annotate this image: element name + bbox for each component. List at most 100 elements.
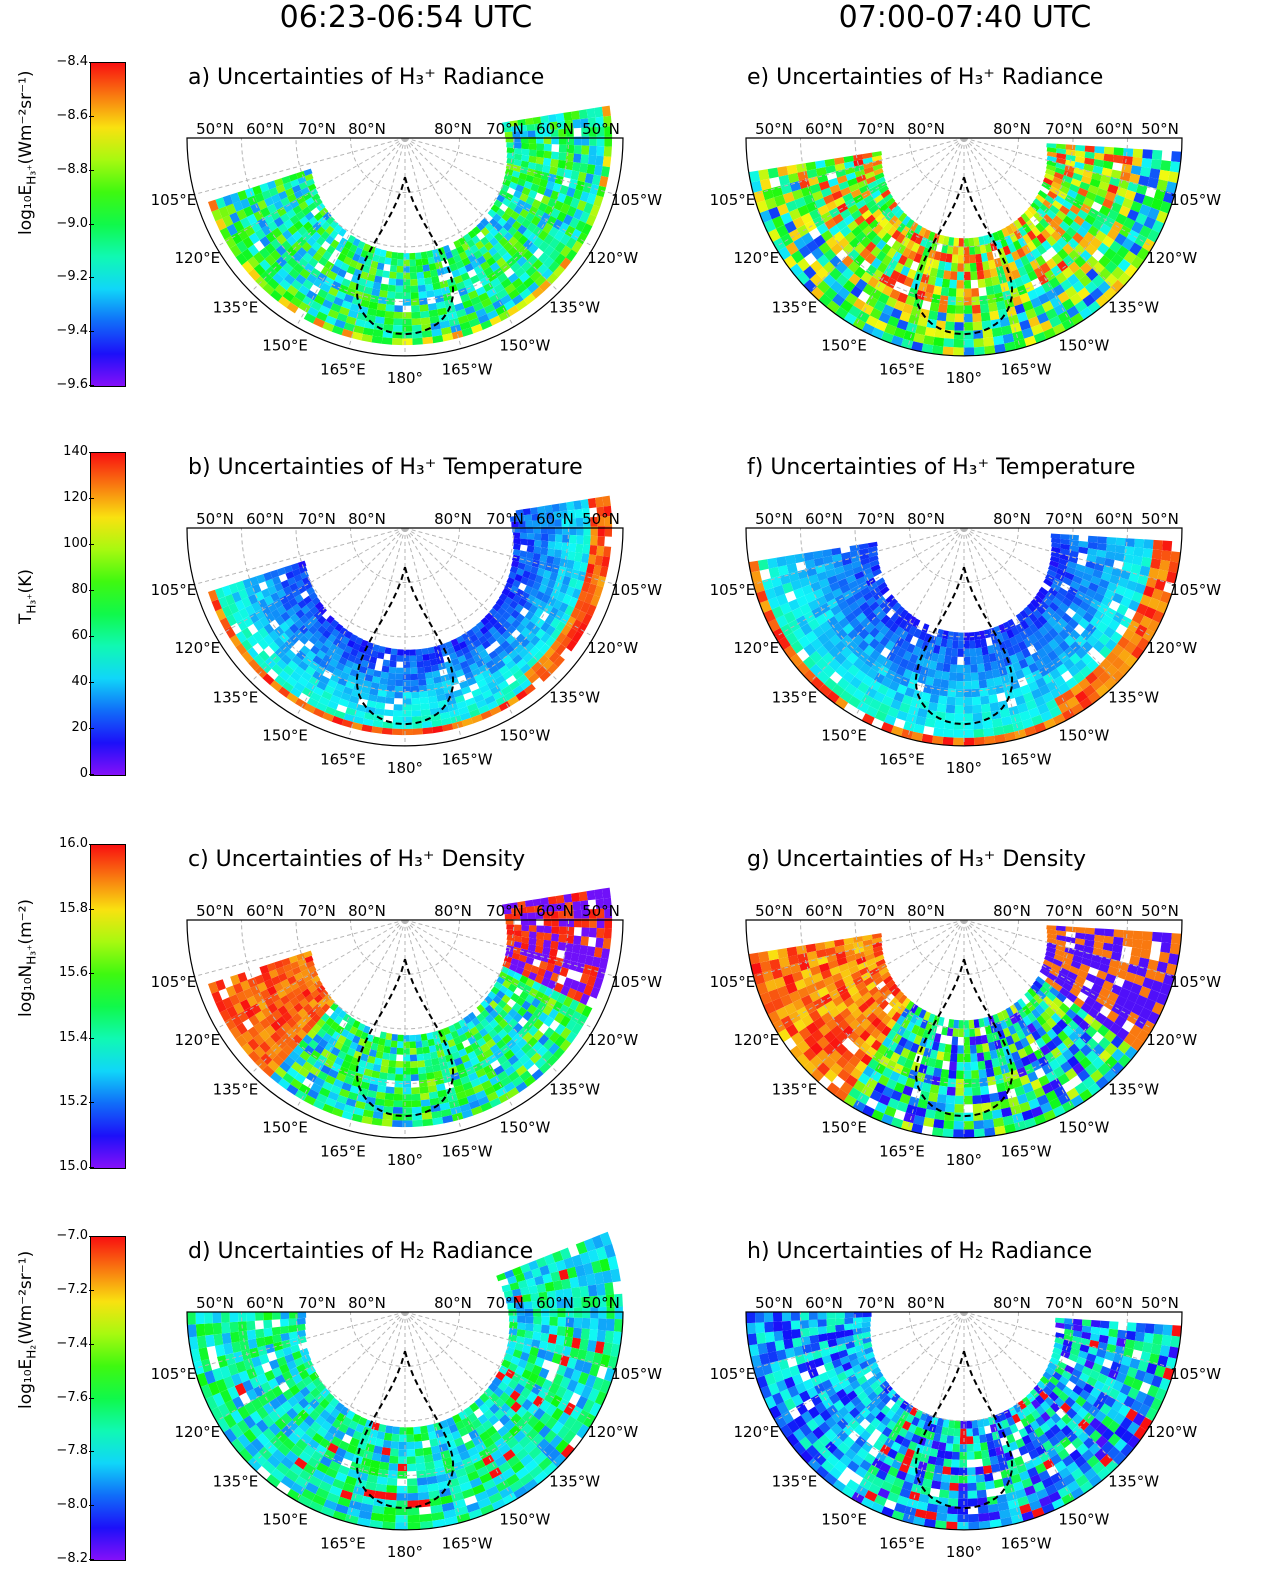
heatmap-cell (889, 633, 900, 644)
heatmap-cell (403, 1041, 410, 1049)
heatmap-cell (1041, 300, 1054, 313)
heatmap-cell (1101, 949, 1113, 959)
heatmap-cell (830, 604, 842, 616)
heatmap-cell (403, 279, 411, 286)
heatmap-cell (519, 990, 529, 1001)
heatmap-cell (963, 305, 973, 314)
heatmap-cell (305, 197, 315, 206)
heatmap-cell (847, 986, 859, 997)
heatmap-cell (586, 108, 596, 119)
heatmap-cell (1020, 1037, 1030, 1048)
heatmap-cell (572, 162, 581, 172)
heatmap-cell (1092, 569, 1103, 579)
heatmap-cell (1069, 221, 1081, 232)
heatmap-cell (524, 514, 533, 522)
heatmap-cell (510, 210, 520, 221)
heatmap-cell (334, 710, 346, 720)
heatmap-cell (395, 667, 404, 674)
heatmap-cell (977, 671, 987, 681)
heatmap-cell (865, 1023, 877, 1035)
heatmap-cell (293, 1045, 304, 1056)
heatmap-cell (1070, 703, 1084, 716)
heatmap-cell (493, 1004, 503, 1014)
heatmap-cell (322, 629, 332, 639)
heatmap-cell (1052, 623, 1064, 634)
heatmap-cell (258, 247, 271, 260)
heatmap-cell (493, 1065, 505, 1076)
heatmap-cell (991, 327, 1003, 338)
heatmap-cell (533, 533, 542, 541)
heatmap-cell (1057, 248, 1069, 260)
heatmap-cell (469, 708, 481, 718)
heatmap-cell (915, 324, 927, 336)
heatmap-cell (1034, 285, 1046, 297)
heatmap-cell (502, 960, 512, 969)
heatmap-cell (270, 608, 281, 620)
heatmap-cell (534, 1057, 547, 1069)
heatmap-cell (1054, 694, 1067, 707)
heatmap-cell (241, 596, 252, 608)
heatmap-cell (510, 609, 520, 619)
heatmap-cell (236, 1022, 248, 1035)
heatmap-cell (1077, 678, 1091, 691)
heatmap-cell (341, 328, 354, 338)
heatmap-cell (352, 1035, 361, 1044)
heatmap-cell (534, 275, 547, 287)
heatmap-cell (799, 603, 812, 616)
heatmap-cell (380, 671, 389, 679)
heatmap-cell (514, 930, 522, 937)
heatmap-cell (956, 280, 964, 289)
heatmap-cell (1166, 571, 1178, 584)
heatmap-cell (472, 302, 484, 312)
heatmap-cell (542, 1004, 553, 1016)
heatmap-cell (496, 208, 506, 218)
heatmap-cell (402, 1094, 412, 1101)
heatmap-cell (1037, 190, 1048, 200)
heatmap-cell (889, 288, 901, 300)
heatmap-cell (1159, 559, 1171, 572)
heatmap-cell (378, 256, 386, 264)
heatmap-cell (1033, 619, 1044, 630)
heatmap-cell (1112, 944, 1123, 954)
heatmap-cell (884, 618, 895, 629)
heatmap-cell (522, 508, 531, 516)
heatmap-cell (551, 503, 560, 513)
heatmap-cell (273, 216, 284, 228)
heatmap-cell (376, 303, 387, 311)
heatmap-cell (362, 1046, 371, 1056)
heatmap-cell (461, 646, 471, 655)
heatmap-cell (310, 1049, 321, 1061)
heatmap-cell (940, 638, 948, 648)
heatmap-cell (1041, 1033, 1052, 1045)
heatmap-cell (308, 676, 320, 687)
heatmap-cell (543, 932, 552, 941)
heatmap-cell (542, 939, 552, 949)
heatmap-cell (417, 666, 425, 674)
heatmap-cell (555, 534, 563, 543)
heatmap-cell (783, 611, 796, 624)
heatmap-cell (1027, 602, 1037, 613)
heatmap-cell (1061, 231, 1073, 244)
heatmap-cell (982, 328, 993, 339)
heatmap-cell (543, 911, 551, 919)
heatmap-cell (1041, 654, 1052, 666)
longitude-label: 150°W (1058, 727, 1109, 745)
heatmap-cell (273, 200, 284, 211)
heatmap-cell (252, 185, 262, 196)
heatmap-cell (864, 214, 876, 225)
heatmap-cell (395, 679, 403, 687)
heatmap-cell (1123, 999, 1136, 1012)
heatmap-cell (306, 247, 317, 258)
heatmap-cell (1051, 542, 1061, 549)
heatmap-cell (560, 203, 571, 215)
heatmap-cell (944, 1044, 952, 1054)
heatmap-cell (325, 1017, 335, 1027)
heatmap-cell (1035, 605, 1046, 615)
heatmap-cell (365, 1096, 376, 1105)
heatmap-cell (1011, 1032, 1021, 1043)
heatmap-cell (497, 1029, 508, 1039)
heatmap-cell (852, 688, 866, 701)
heatmap-cell (905, 1000, 915, 1011)
heatmap-cell (1087, 541, 1098, 550)
heatmap-cell (294, 594, 304, 604)
